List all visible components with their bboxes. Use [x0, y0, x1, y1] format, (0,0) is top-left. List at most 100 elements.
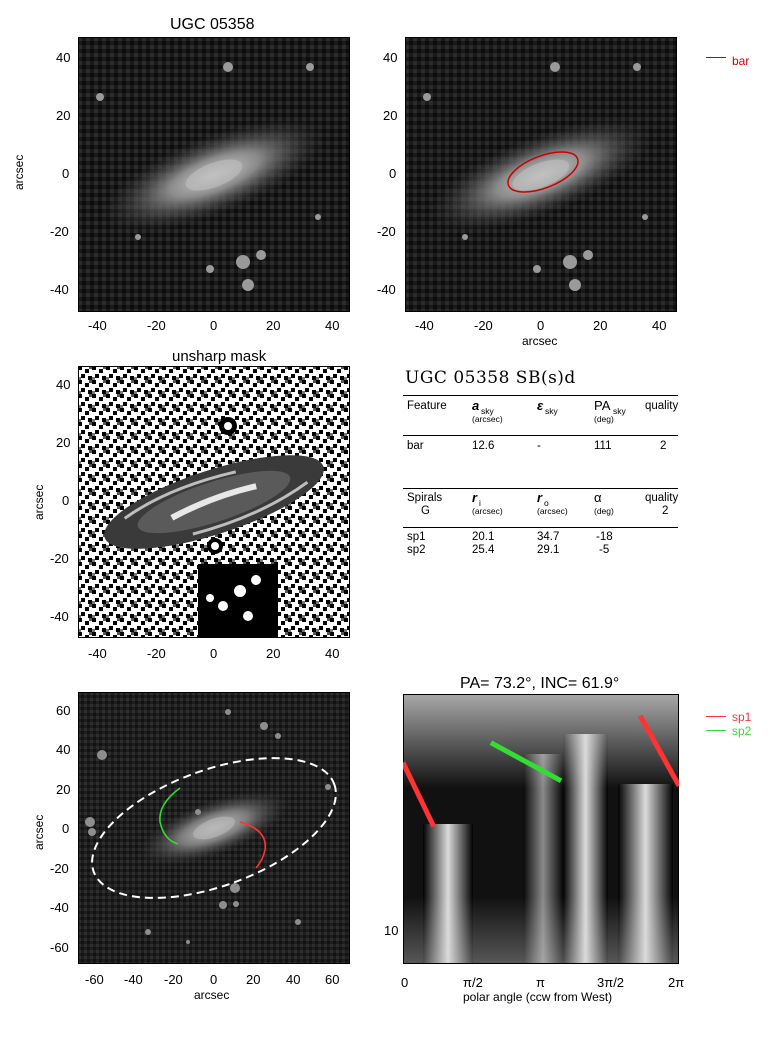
- foreground-stars: [96, 62, 321, 291]
- galaxy-disk: [429, 118, 653, 232]
- col-header-feature: Feature: [407, 400, 447, 412]
- disk-ellipse: [91, 757, 337, 899]
- plot-frame: [78, 37, 350, 312]
- legend-bar-label: bar: [732, 54, 750, 68]
- col-header-pa: PA: [594, 398, 611, 413]
- plot-frame: [78, 366, 350, 638]
- col-header-quality: quality: [645, 492, 679, 504]
- col-header-a: a: [472, 398, 480, 413]
- tick-x: 0: [210, 646, 218, 661]
- sp1-row-alpha: -18: [596, 531, 613, 543]
- table-rule: [403, 435, 678, 436]
- galaxy-image-panel: [78, 37, 350, 312]
- tick-y: -40: [50, 900, 69, 915]
- plot-frame: [405, 37, 677, 312]
- x-axis-label: arcsec: [522, 334, 558, 348]
- y-axis-label: arcsec: [12, 154, 26, 190]
- tick-y: 0: [62, 166, 70, 181]
- col-header-pa-unit: (deg): [594, 414, 614, 424]
- sp1-row-ri: 20.1: [472, 531, 495, 543]
- x-axis-label: polar angle (ccw from West): [463, 990, 613, 1004]
- col-header-a-sub: sky: [481, 406, 494, 416]
- bar-ellipse: [507, 151, 579, 193]
- tick-y: 20: [56, 435, 71, 450]
- sp1-segment-0: [403, 761, 436, 828]
- tick-y: 20: [383, 108, 398, 123]
- tick-x: -20: [164, 972, 183, 987]
- galaxy-disk: [138, 790, 290, 866]
- tick-x: -20: [147, 318, 166, 333]
- tick-y: -20: [377, 224, 396, 239]
- tick-x: 40: [652, 318, 667, 333]
- col-header-ro-unit: (arcsec): [537, 506, 568, 516]
- tick-y: 40: [56, 50, 71, 65]
- sp1-arc: [239, 821, 267, 869]
- galaxy-classification-title: UGC 05358 SB(s)d: [405, 368, 576, 388]
- tick-y: -20: [50, 224, 69, 239]
- col-header-spirals-g: G: [421, 505, 430, 517]
- tick-x: 60: [325, 972, 340, 987]
- plot-frame: [403, 694, 679, 964]
- col-header-ro-sub: o: [544, 498, 549, 508]
- col-header-quality-value: 2: [662, 505, 669, 517]
- tick-x: -20: [474, 318, 493, 333]
- polar-intensity: [403, 694, 679, 964]
- tick-x: 20: [593, 318, 608, 333]
- tick-y: -20: [50, 551, 69, 566]
- x-axis-label: arcsec: [194, 988, 230, 1002]
- sp1-row-ro: 34.7: [537, 531, 560, 543]
- galaxy-structure: [104, 455, 324, 549]
- tick-x: 20: [246, 972, 261, 987]
- foreground-stars: [423, 62, 648, 291]
- foreground-stars: [85, 709, 331, 944]
- col-header-eps-sub: sky: [545, 406, 558, 416]
- tick-x: 20: [266, 646, 281, 661]
- tick-x: -40: [124, 972, 143, 987]
- col-header-alpha-unit: (deg): [594, 506, 614, 516]
- col-header-pa-sub: sky: [613, 406, 626, 416]
- tick-y: -20: [50, 861, 69, 876]
- bar-row-a: 12.6: [472, 440, 495, 452]
- tick-x: 0: [401, 975, 409, 990]
- bar-row-quality: 2: [660, 440, 667, 452]
- panel-title-polar: PA= 73.2°, INC= 61.9°: [460, 675, 620, 692]
- tick-x: 2π: [668, 975, 685, 990]
- sp2-arc: [159, 787, 181, 845]
- table-rule: [403, 527, 678, 528]
- tick-x: 40: [325, 318, 340, 333]
- tick-x: 0: [210, 318, 218, 333]
- tick-y: 40: [56, 742, 71, 757]
- tick-y: -40: [50, 282, 69, 297]
- panel-title-image: UGC 05358: [170, 16, 255, 33]
- sp2-row-name: sp2: [407, 544, 426, 556]
- y-axis-label: arcsec: [32, 484, 46, 520]
- tick-y: 10: [384, 923, 399, 938]
- tick-y: 60: [56, 703, 71, 718]
- sp2-row-ri: 25.4: [472, 544, 495, 556]
- tick-x: 40: [286, 972, 301, 987]
- legend-bar-swatch: [706, 57, 726, 58]
- polar-plot-panel: [403, 694, 679, 964]
- plot-frame: [78, 692, 350, 964]
- tick-y: -40: [50, 609, 69, 624]
- legend-sp1-swatch: [706, 716, 726, 717]
- table-rule: [403, 395, 678, 396]
- tick-y: 0: [389, 166, 397, 181]
- unsharp-mask-panel: [78, 366, 350, 638]
- col-header-alpha: α: [594, 490, 602, 505]
- tick-x: 0: [210, 972, 218, 987]
- col-header-a-unit: (arcsec): [472, 414, 503, 424]
- tick-y: 40: [56, 377, 71, 392]
- tick-y: 0: [62, 821, 70, 836]
- legend-sp2-label: sp2: [732, 724, 752, 738]
- panel-title-unsharp: unsharp mask: [172, 348, 267, 365]
- tick-y: 40: [383, 50, 398, 65]
- bar-row-pa: 111: [594, 440, 612, 452]
- bar-row-feature: bar: [407, 440, 424, 452]
- sp2-row-ro: 29.1: [537, 544, 560, 556]
- table-rule: [403, 488, 678, 489]
- sp1-segment-1: [638, 714, 679, 788]
- sp1-row-name: sp1: [407, 531, 426, 543]
- tick-x: 40: [325, 646, 340, 661]
- tick-y: -40: [377, 282, 396, 297]
